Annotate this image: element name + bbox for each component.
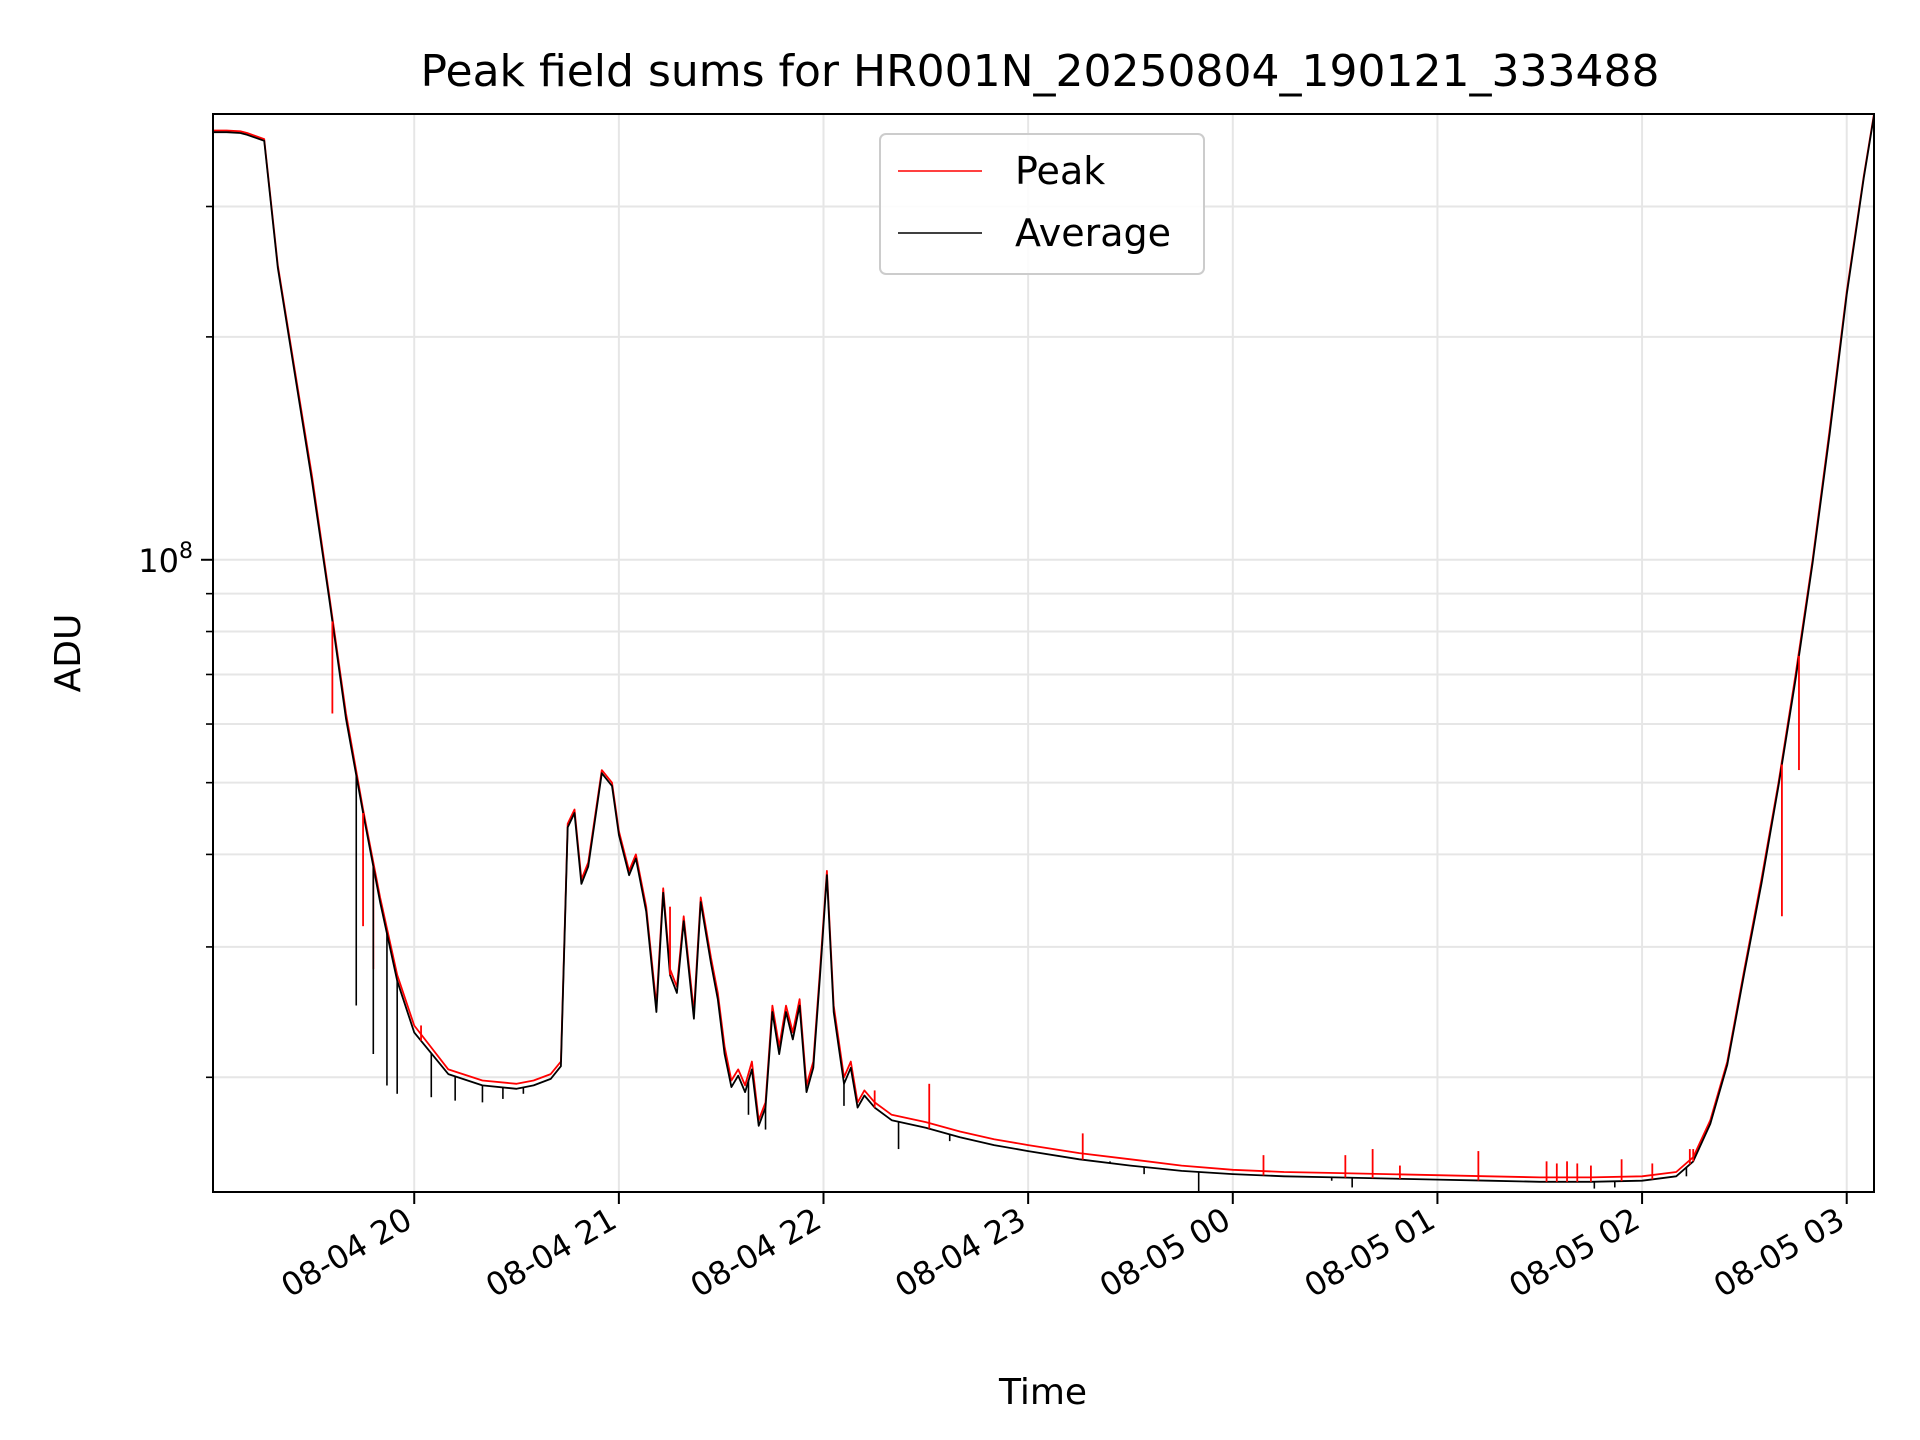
legend-peak-label: Peak [1015, 149, 1105, 193]
x-axis-label: Time [998, 1372, 1087, 1413]
y-tick-base: 10 [138, 542, 179, 580]
y-axis-label: ADU [48, 614, 89, 693]
y-axis-ticks: 108 [138, 205, 213, 1079]
y-tick-label: 108 [138, 539, 193, 580]
chart-title: Peak field sums for HR001N_20250804_1901… [421, 46, 1660, 97]
peak-series-line [213, 114, 1874, 1179]
plot-series [213, 114, 1874, 1192]
legend-average-label: Average [1015, 211, 1171, 255]
plot-frame [212, 113, 1875, 1193]
legend: Peak Average [879, 133, 1205, 275]
average-series-line [213, 115, 1874, 1183]
legend-box [879, 133, 1205, 275]
y-tick-exponent: 8 [179, 539, 193, 564]
